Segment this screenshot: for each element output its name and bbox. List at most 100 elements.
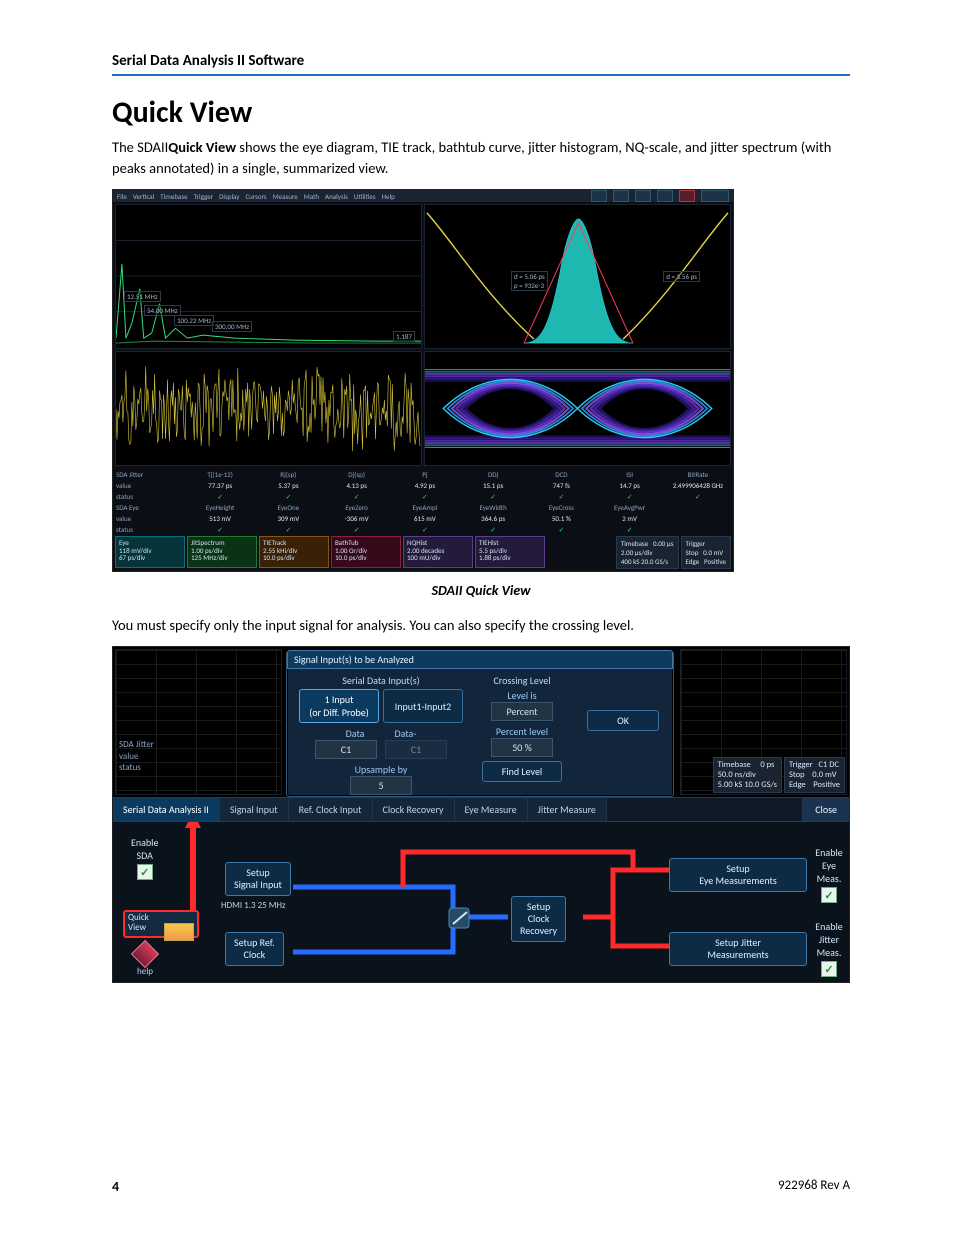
descriptor-tie[interactable]: TIETrack2.55 kHi/div10.0 ps/div [259, 536, 329, 568]
data-source-field[interactable]: C1 [315, 740, 377, 759]
menu-item[interactable]: Help [382, 192, 395, 201]
panel-title: Signal Input(s) to be Analyzed [287, 650, 673, 669]
enable-eye-label: Enable Eye Meas. [809, 846, 849, 885]
data-minus-field: C1 [385, 740, 447, 759]
enable-jitter-checkbox[interactable]: ✓ [821, 961, 837, 977]
col-head: EyeAvgPwr [598, 503, 662, 512]
timebase-cell[interactable]: Timebase 0 ps50.0 ns/div5.00 kS 10.0 GS/… [713, 757, 782, 793]
status-ok-icon: ✓ [393, 525, 457, 534]
enable-jitter-stack: Enable Jitter Meas. ✓ [809, 920, 849, 977]
tab-sdaii[interactable]: Serial Data Analysis II [113, 798, 220, 821]
status-ok-icon: ✓ [529, 525, 593, 534]
intro-paragraph: The SDAIIQuick View shows the eye diagra… [112, 137, 850, 179]
node-setup-eye[interactable]: Setup Eye Measurements [669, 858, 807, 892]
menu-item[interactable]: Trigger [194, 192, 214, 201]
cell: 15.1 ps [461, 481, 525, 490]
toolbar-icon[interactable] [657, 190, 673, 202]
label-upsample: Upsample by [301, 763, 461, 776]
col-head: Rj(sp) [256, 470, 320, 479]
toolbar-icon[interactable] [613, 190, 629, 202]
node-setup-signal-input[interactable]: Setup Signal Input [225, 862, 291, 896]
timebase-cell[interactable]: Timebase 0.00 μs2.00 μs/div400 kS 20.0 G… [616, 536, 679, 569]
cell: 50.1 % [529, 514, 593, 523]
timebase-trigger-readout: Timebase 0 ps50.0 ns/div5.00 kS 10.0 GS/… [713, 757, 845, 793]
descriptor-bathtub[interactable]: BathTub1.00 Gr/div10.0 ps/div [331, 536, 401, 568]
mode-1input-button[interactable]: 1 Input (or Diff. Probe) [299, 689, 379, 723]
status-ok-icon: ✓ [325, 525, 389, 534]
trigger-cell[interactable]: TriggerStop 0.0 mVEdge Positive [681, 536, 731, 569]
enable-sda-label: Enable SDA [131, 836, 158, 862]
corner-label: 1.187 [393, 331, 415, 342]
menu-item[interactable]: Utilities [354, 192, 376, 201]
node-setup-ref-clock[interactable]: Setup Ref. Clock [225, 932, 284, 966]
tab-jitter-measure[interactable]: Jitter Measure [528, 798, 607, 821]
col-head: EyeAmpl [393, 503, 457, 512]
dialog-close-button[interactable]: Close [802, 798, 849, 821]
enable-eye-checkbox[interactable]: ✓ [821, 887, 837, 903]
intro-pre: The SDAII [112, 138, 168, 156]
cell: 513 mV [188, 514, 252, 523]
upsample-field[interactable]: 5 [350, 776, 412, 795]
menu-item[interactable]: File [117, 192, 127, 201]
col-head: BitRate [666, 470, 730, 479]
col-head [666, 503, 730, 512]
intro-bold: Quick View [168, 138, 236, 156]
tab-clock-recovery[interactable]: Clock Recovery [373, 798, 455, 821]
tab-ref-clock[interactable]: Ref. Clock Input [289, 798, 373, 821]
descriptor-spectrum[interactable]: JitSpectrum1.00 ps/div125 MHz/div [187, 536, 257, 568]
percent-level-field[interactable]: 50 % [491, 738, 553, 757]
col-head: EyeCross [529, 503, 593, 512]
cell: 364.6 ps [461, 514, 525, 523]
descriptor-hist[interactable]: TIEHist5.5 ps/div1.88 ps/div [475, 536, 545, 568]
descriptor-nq[interactable]: NQHist2.00 decades100 mU/div [403, 536, 473, 568]
scope-menubar: File Vertical Timebase Trigger Display C… [113, 190, 733, 202]
menu-item[interactable]: Analysis [325, 192, 348, 201]
help-button[interactable]: help [135, 944, 155, 977]
figure1-caption: SDAII Quick View [112, 582, 850, 599]
col-head: Pj [393, 470, 457, 479]
status-ok-icon: ✓ [188, 492, 252, 501]
menu-item[interactable]: Timebase [160, 192, 187, 201]
status-ok-icon: ✓ [461, 525, 525, 534]
status-ok-icon: ✓ [598, 525, 662, 534]
trigger-setup-icon[interactable] [701, 190, 729, 202]
cell: 4.13 ps [325, 481, 389, 490]
toolbar-icon[interactable] [591, 190, 607, 202]
tab-signal-input[interactable]: Signal Input [220, 798, 289, 821]
ok-button[interactable]: OK [587, 710, 659, 731]
cell: 2.499906428 GHz [666, 481, 730, 490]
toolbar-icon[interactable] [635, 190, 651, 202]
row-sub: status [116, 492, 184, 501]
menu-item[interactable]: Vertical [133, 192, 154, 201]
find-level-button[interactable]: Find Level [482, 761, 562, 782]
signal-input-panel: Signal Input(s) to be Analyzed Serial Da… [286, 651, 674, 797]
label-data: Data [346, 727, 365, 740]
label-percent-level: Percent level [477, 725, 567, 738]
status-ok-icon: ✓ [188, 525, 252, 534]
quick-view-button[interactable]: Quick View [123, 910, 199, 938]
menu-item[interactable]: Math [304, 192, 319, 201]
label-data-minus: Data- [394, 727, 416, 740]
node-setup-jitter[interactable]: Setup Jitter Measurements [669, 932, 807, 966]
mode-in12-button[interactable]: Input1-Input2 [383, 689, 463, 723]
menu-item[interactable]: Measure [273, 192, 298, 201]
status-ok-icon: ✓ [666, 492, 730, 501]
enable-sda-checkbox[interactable]: ✓ [137, 864, 153, 880]
menu-item[interactable]: Cursors [245, 192, 266, 201]
status-ok-icon: ✓ [256, 525, 320, 534]
doc-header: Serial Data Analysis II Software [112, 52, 850, 76]
section-head: Serial Data Input(s) [301, 674, 461, 687]
node-setup-clock-recovery[interactable]: Setup Clock Recovery [511, 896, 566, 942]
menu-item[interactable]: Display [219, 192, 239, 201]
toolbar-stop-icon[interactable] [679, 190, 695, 202]
signal-summary: HDMI 1.3 25 MHz [221, 900, 286, 911]
status-ok-icon: ✓ [256, 492, 320, 501]
tab-eye-measure[interactable]: Eye Measure [455, 798, 528, 821]
trigger-cell[interactable]: Trigger C1 DCStop 0.0 mVEdge Positive [784, 757, 845, 793]
descriptor-eye[interactable]: Eye118 mV/div67 ps/div [115, 536, 185, 568]
cell: -306 mV [325, 514, 389, 523]
side-readout: SDA Jitter value status [119, 739, 154, 774]
cell: 5.37 ps [256, 481, 320, 490]
peak-label: 12.51 MHz [124, 291, 161, 302]
level-mode-field[interactable]: Percent [491, 702, 553, 721]
